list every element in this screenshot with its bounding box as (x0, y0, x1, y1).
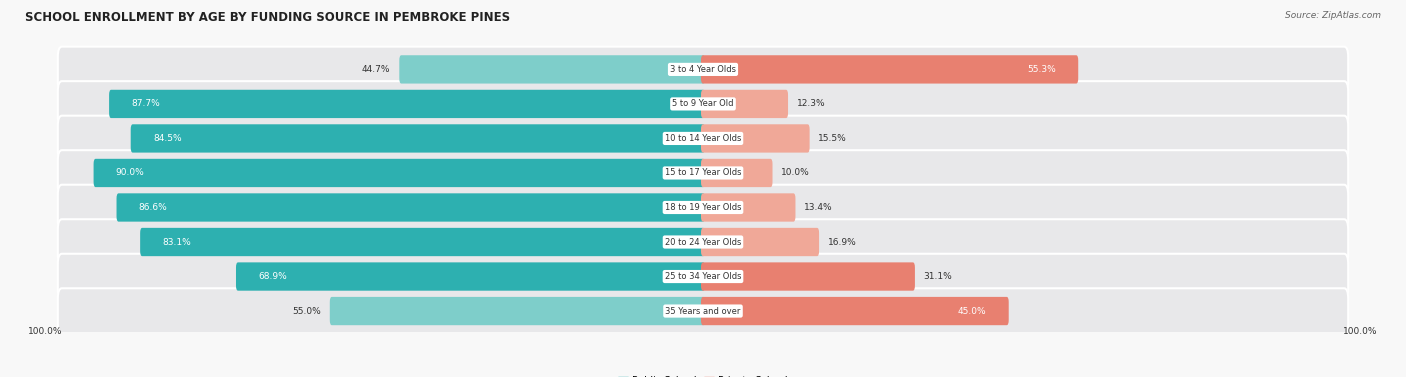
Text: 55.3%: 55.3% (1028, 65, 1056, 74)
FancyBboxPatch shape (110, 90, 704, 118)
Text: 100.0%: 100.0% (1343, 326, 1378, 336)
Text: 12.3%: 12.3% (797, 100, 825, 109)
Text: 10 to 14 Year Olds: 10 to 14 Year Olds (665, 134, 741, 143)
FancyBboxPatch shape (702, 159, 772, 187)
FancyBboxPatch shape (702, 55, 1078, 84)
FancyBboxPatch shape (236, 262, 704, 291)
Text: 100.0%: 100.0% (28, 326, 63, 336)
Text: 3 to 4 Year Olds: 3 to 4 Year Olds (671, 65, 735, 74)
FancyBboxPatch shape (58, 47, 1348, 92)
FancyBboxPatch shape (58, 219, 1348, 265)
Text: 10.0%: 10.0% (782, 169, 810, 178)
Text: Source: ZipAtlas.com: Source: ZipAtlas.com (1285, 11, 1381, 20)
FancyBboxPatch shape (702, 297, 1008, 325)
Text: 35 Years and over: 35 Years and over (665, 307, 741, 316)
Text: 83.1%: 83.1% (163, 238, 191, 247)
FancyBboxPatch shape (58, 116, 1348, 161)
Text: 31.1%: 31.1% (924, 272, 952, 281)
FancyBboxPatch shape (702, 262, 915, 291)
Text: 5 to 9 Year Old: 5 to 9 Year Old (672, 100, 734, 109)
Text: 25 to 34 Year Olds: 25 to 34 Year Olds (665, 272, 741, 281)
FancyBboxPatch shape (702, 193, 796, 222)
Text: 55.0%: 55.0% (292, 307, 321, 316)
FancyBboxPatch shape (58, 81, 1348, 127)
FancyBboxPatch shape (702, 228, 820, 256)
FancyBboxPatch shape (141, 228, 704, 256)
FancyBboxPatch shape (702, 124, 810, 153)
Text: 87.7%: 87.7% (131, 100, 160, 109)
Text: 68.9%: 68.9% (259, 272, 287, 281)
Text: 44.7%: 44.7% (361, 65, 391, 74)
FancyBboxPatch shape (702, 90, 787, 118)
FancyBboxPatch shape (131, 124, 704, 153)
Text: 15 to 17 Year Olds: 15 to 17 Year Olds (665, 169, 741, 178)
FancyBboxPatch shape (58, 288, 1348, 334)
Text: 20 to 24 Year Olds: 20 to 24 Year Olds (665, 238, 741, 247)
Text: 13.4%: 13.4% (804, 203, 832, 212)
Text: 84.5%: 84.5% (153, 134, 181, 143)
Text: 45.0%: 45.0% (957, 307, 987, 316)
FancyBboxPatch shape (399, 55, 704, 84)
Text: SCHOOL ENROLLMENT BY AGE BY FUNDING SOURCE IN PEMBROKE PINES: SCHOOL ENROLLMENT BY AGE BY FUNDING SOUR… (25, 11, 510, 24)
FancyBboxPatch shape (58, 254, 1348, 299)
FancyBboxPatch shape (94, 159, 704, 187)
Legend: Public School, Private School: Public School, Private School (614, 372, 792, 377)
Text: 16.9%: 16.9% (828, 238, 856, 247)
FancyBboxPatch shape (58, 150, 1348, 196)
FancyBboxPatch shape (117, 193, 704, 222)
Text: 90.0%: 90.0% (115, 169, 145, 178)
Text: 18 to 19 Year Olds: 18 to 19 Year Olds (665, 203, 741, 212)
Text: 15.5%: 15.5% (818, 134, 848, 143)
FancyBboxPatch shape (330, 297, 704, 325)
Text: 86.6%: 86.6% (139, 203, 167, 212)
FancyBboxPatch shape (58, 185, 1348, 230)
